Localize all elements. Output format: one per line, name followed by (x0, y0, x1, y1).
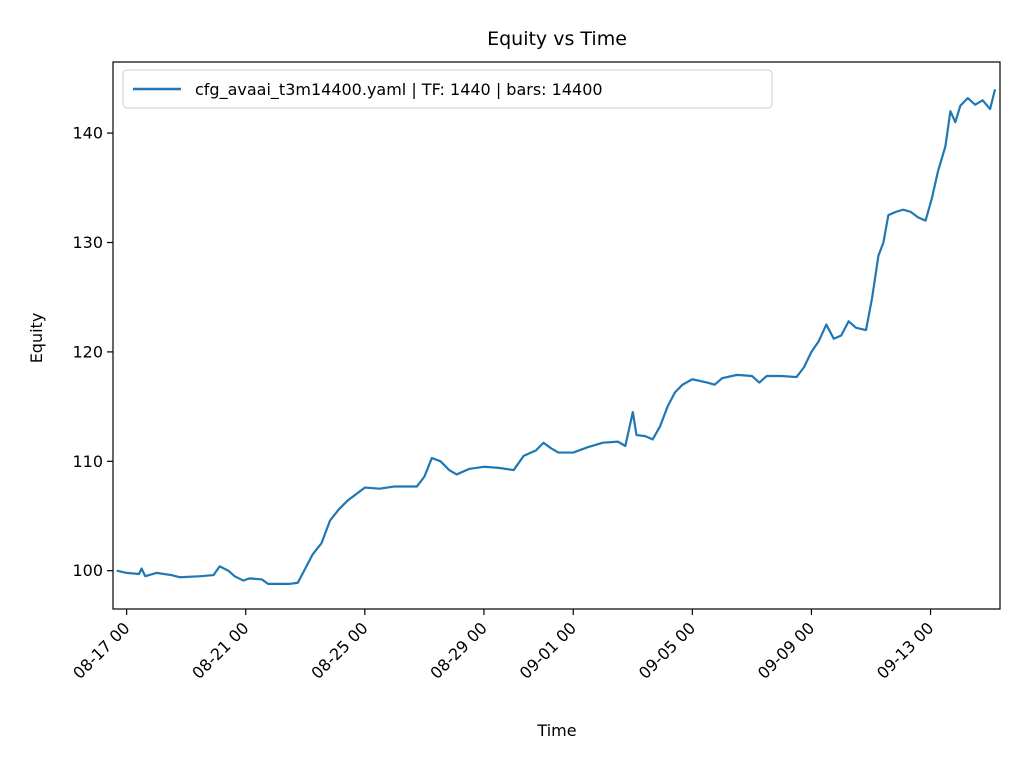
y-tick-label: 140 (72, 124, 103, 143)
y-axis-label: Equity (27, 313, 46, 364)
series-line-0 (116, 89, 997, 585)
y-tick-label: 130 (72, 233, 103, 252)
x-axis-label: Time (536, 721, 576, 740)
y-tick-label: 120 (72, 342, 103, 361)
plot-frame (112, 61, 1001, 610)
y-tick-label: 100 (72, 561, 103, 580)
legend: cfg_avaai_t3m14400.yaml | TF: 1440 | bar… (122, 69, 773, 109)
legend-entry-label: cfg_avaai_t3m14400.yaml | TF: 1440 | bar… (195, 80, 603, 100)
y-tick-label: 110 (72, 452, 103, 471)
chart-title: Equity vs Time (487, 28, 627, 50)
plot-area (112, 61, 1001, 610)
legend-box (122, 69, 773, 109)
y-axis: 100 110 120 130 140 (72, 124, 113, 580)
series-layer (116, 89, 997, 585)
